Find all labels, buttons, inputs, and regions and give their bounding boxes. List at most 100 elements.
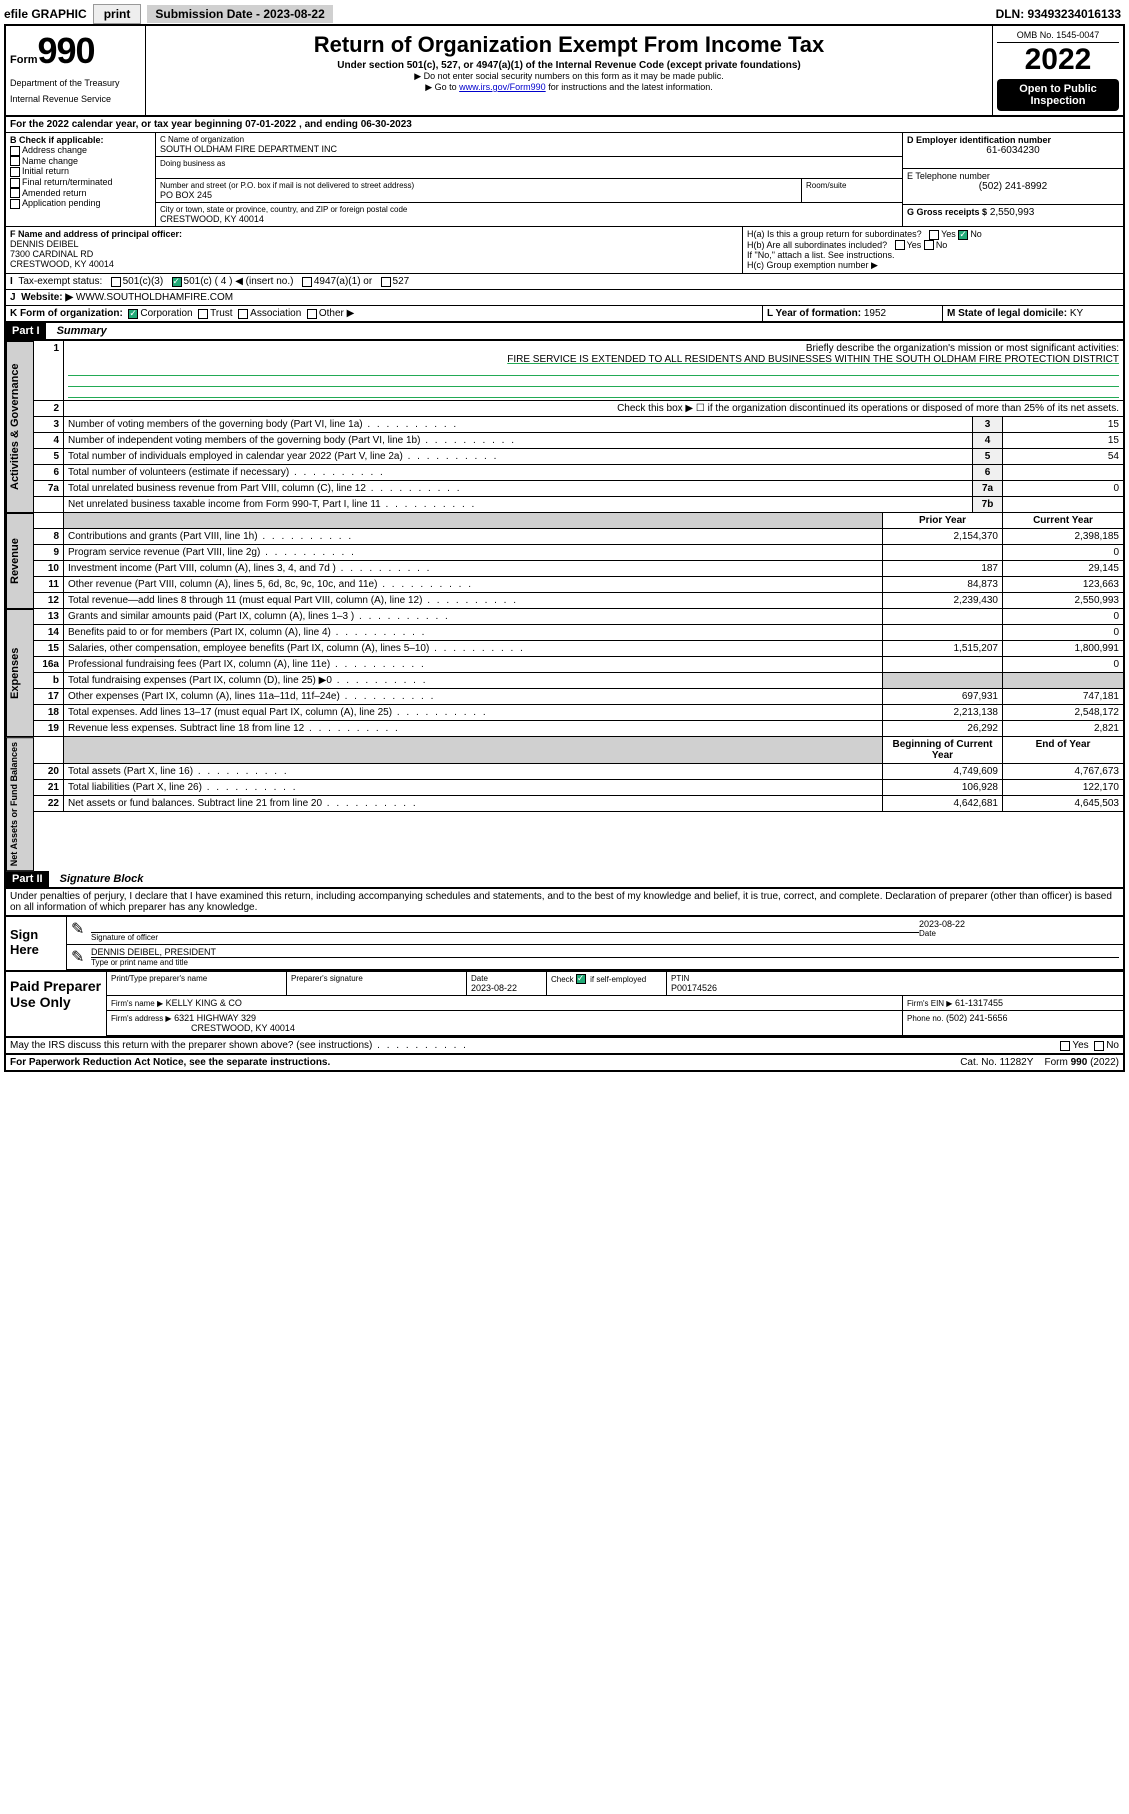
summary-row: 10Investment income (Part VIII, column (…	[34, 561, 1123, 577]
efile-label: efile GRAPHIC	[4, 7, 87, 21]
summary-row: 16aProfessional fundraising fees (Part I…	[34, 657, 1123, 673]
line-i: I Tax-exempt status: 501(c)(3) 501(c) ( …	[4, 274, 1125, 290]
ptin-label: PTIN	[671, 974, 1119, 983]
irs-link[interactable]: www.irs.gov/Form990	[459, 82, 546, 92]
mission-label: Briefly describe the organization's miss…	[806, 343, 1119, 354]
part1-label: Part I	[6, 323, 46, 339]
submission-date: Submission Date - 2023-08-22	[147, 5, 332, 23]
prep-sig-label: Preparer's signature	[291, 974, 462, 983]
prep-date-label: Date	[471, 974, 542, 983]
firm-name: KELLY KING & CO	[166, 998, 242, 1008]
part2-label: Part II	[6, 871, 49, 887]
summary-row: bTotal fundraising expenses (Part IX, co…	[34, 673, 1123, 689]
page-footer: For Paperwork Reduction Act Notice, see …	[4, 1055, 1125, 1072]
dba-label: Doing business as	[160, 159, 898, 168]
summary-row: 15Salaries, other compensation, employee…	[34, 641, 1123, 657]
hb-note: If "No," attach a list. See instructions…	[747, 250, 1119, 260]
sig-officer-label: Signature of officer	[91, 933, 919, 942]
chk-name: Name change	[10, 156, 151, 167]
pt-name-label: Print/Type preparer's name	[111, 974, 282, 983]
summary-row: 11Other revenue (Part VIII, column (A), …	[34, 577, 1123, 593]
year-formation: 1952	[864, 308, 886, 319]
col-prior: Prior Year	[883, 513, 1003, 528]
form-ref: Form 990 (2022)	[1045, 1057, 1119, 1068]
d-label: D Employer identification number	[907, 135, 1119, 145]
summary-row: 9Program service revenue (Part VIII, lin…	[34, 545, 1123, 561]
firm-name-label: Firm's name ▶	[111, 999, 163, 1008]
form-subtitle: Under section 501(c), 527, or 4947(a)(1)…	[150, 60, 988, 71]
officer-addr1: 7300 CARDINAL RD	[10, 249, 738, 259]
preparer-block: Paid Preparer Use Only Print/Type prepar…	[4, 972, 1125, 1038]
summary-row: 20Total assets (Part X, line 16)4,749,60…	[34, 764, 1123, 780]
print-button[interactable]: print	[93, 4, 142, 24]
tab-net-assets: Net Assets or Fund Balances	[6, 737, 34, 871]
form-num: 990	[38, 30, 95, 71]
firm-ein: 61-1317455	[955, 998, 1003, 1008]
pen-icon: ✎	[71, 919, 91, 942]
j-label: Website: ▶	[21, 292, 73, 303]
summary-row: 7aTotal unrelated business revenue from …	[34, 481, 1123, 497]
open-public-badge: Open to Public Inspection	[997, 79, 1119, 111]
part1-title: Summary	[57, 325, 107, 337]
summary-row: 19Revenue less expenses. Subtract line 1…	[34, 721, 1123, 737]
summary-row: Net unrelated business taxable income fr…	[34, 497, 1123, 513]
form-title: Return of Organization Exempt From Incom…	[150, 32, 988, 58]
street-value: PO BOX 245	[160, 190, 797, 200]
k-label: K Form of organization:	[10, 308, 123, 319]
chk-assoc: Association	[250, 308, 301, 319]
chk-501c3: 501(c)(3)	[123, 276, 164, 287]
line-j: J Website: ▶ WWW.SOUTHOLDHAMFIRE.COM	[4, 290, 1125, 306]
part2-title: Signature Block	[60, 873, 144, 885]
line-a-tax-year: For the 2022 calendar year, or tax year …	[4, 117, 1125, 133]
pra-notice: For Paperwork Reduction Act Notice, see …	[10, 1057, 330, 1068]
summary-row: 5Total number of individuals employed in…	[34, 449, 1123, 465]
f-label: F Name and address of principal officer:	[10, 229, 738, 239]
col-current: Current Year	[1003, 513, 1123, 528]
chk-app-pending: Application pending	[10, 198, 151, 209]
ptin-value: P00174526	[671, 983, 1119, 993]
officer-addr2: CRESTWOOD, KY 40014	[10, 259, 738, 269]
summary-row: 22Net assets or fund balances. Subtract …	[34, 796, 1123, 812]
form-number: Form990	[10, 30, 141, 72]
omb-number: OMB No. 1545-0047	[997, 30, 1119, 43]
sign-block: Sign Here ✎ Signature of officer 2023-08…	[4, 917, 1125, 972]
l-label: L Year of formation:	[767, 308, 861, 319]
prep-date: 2023-08-22	[471, 983, 542, 993]
phone-value: (502) 241-8992	[907, 181, 1119, 192]
firm-addr-label: Firm's address ▶	[111, 1014, 172, 1023]
room-label: Room/suite	[802, 179, 902, 202]
summary-row: 6Total number of volunteers (estimate if…	[34, 465, 1123, 481]
city-label: City or town, state or province, country…	[160, 205, 898, 214]
gross-receipts: 2,550,993	[990, 207, 1035, 218]
sign-here-label: Sign Here	[6, 917, 66, 970]
chk-final: Final return/terminated	[10, 177, 151, 188]
sign-date: 2023-08-22	[919, 919, 1119, 929]
tab-expenses: Expenses	[6, 609, 34, 737]
irs-label: Internal Revenue Service	[10, 94, 141, 104]
summary-row: 21Total liabilities (Part X, line 26)106…	[34, 780, 1123, 796]
summary-grid: Activities & Governance 1 Briefly descri…	[4, 341, 1125, 871]
identity-block: B Check if applicable: Address change Na…	[4, 133, 1125, 227]
summary-row: 18Total expenses. Add lines 13–17 (must …	[34, 705, 1123, 721]
street-label: Number and street (or P.O. box if mail i…	[160, 181, 797, 190]
city-value: CRESTWOOD, KY 40014	[160, 214, 898, 224]
self-employed-check: Check if self-employed	[551, 975, 646, 984]
summary-row: 17Other expenses (Part IX, column (A), l…	[34, 689, 1123, 705]
firm-addr2: CRESTWOOD, KY 40014	[191, 1023, 295, 1033]
summary-row: 3Number of voting members of the governi…	[34, 417, 1123, 433]
tab-revenue: Revenue	[6, 513, 34, 609]
chk-trust: Trust	[210, 308, 232, 319]
summary-row: 8Contributions and grants (Part VIII, li…	[34, 529, 1123, 545]
goto-post: for instructions and the latest informat…	[546, 82, 713, 92]
chk-other: Other ▶	[319, 308, 354, 319]
summary-row: 13Grants and similar amounts paid (Part …	[34, 609, 1123, 625]
officer-block: F Name and address of principal officer:…	[4, 227, 1125, 274]
firm-phone-label: Phone no.	[907, 1014, 943, 1023]
top-bar: efile GRAPHIC print Submission Date - 20…	[4, 4, 1125, 24]
b-label: B Check if applicable:	[10, 135, 151, 145]
form-word: Form	[10, 54, 38, 66]
pen-icon: ✎	[71, 947, 91, 967]
i-label: Tax-exempt status:	[18, 276, 102, 287]
cat-no: Cat. No. 11282Y	[960, 1057, 1033, 1068]
goto-note: ▶ Go to www.irs.gov/Form990 for instruct…	[150, 82, 988, 93]
